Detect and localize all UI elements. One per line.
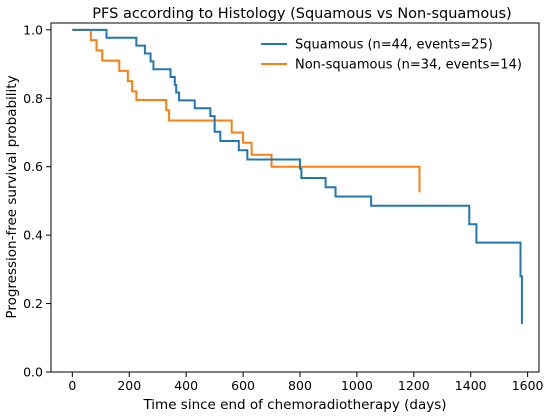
legend: Squamous (n=44, events=25) Non-squamous (… [261, 38, 522, 73]
x-tick-label: 1400 [455, 378, 487, 393]
x-tick-label: 1200 [398, 378, 430, 393]
y-tick-label: 0.8 [23, 91, 43, 106]
series-layer [72, 28, 523, 325]
x-tick-label: 1600 [512, 378, 544, 393]
x-tick-label: 0 [68, 378, 76, 393]
legend-label: Squamous (n=44, events=25) [295, 38, 493, 53]
y-axis: 0.0 0.2 0.4 0.6 0.8 1.0 [23, 22, 51, 380]
legend-label: Non-squamous (n=34, events=14) [295, 58, 522, 73]
x-tick-label: 600 [231, 378, 255, 393]
x-tick-label: 400 [174, 378, 198, 393]
series-squamous-line [72, 28, 523, 325]
x-axis-label: Time since end of chemoradiotherapy (day… [142, 397, 446, 413]
y-tick-label: 0.0 [23, 365, 43, 380]
y-axis-label: Progression-free survival probability [4, 75, 20, 318]
x-tick-label: 800 [288, 378, 312, 393]
x-axis: 0 200 400 600 800 1000 1200 1400 1600 [68, 372, 544, 393]
y-tick-label: 0.6 [23, 159, 43, 174]
chart-title: PFS according to Histology (Squamous vs … [92, 6, 511, 22]
y-tick-label: 0.4 [23, 228, 43, 243]
plot-area [50, 22, 540, 373]
series-non-squamous-line [72, 28, 421, 193]
y-tick-label: 0.2 [23, 296, 43, 311]
x-tick-label: 200 [117, 378, 141, 393]
y-tick-label: 1.0 [23, 22, 43, 37]
x-tick-label: 1000 [341, 378, 373, 393]
